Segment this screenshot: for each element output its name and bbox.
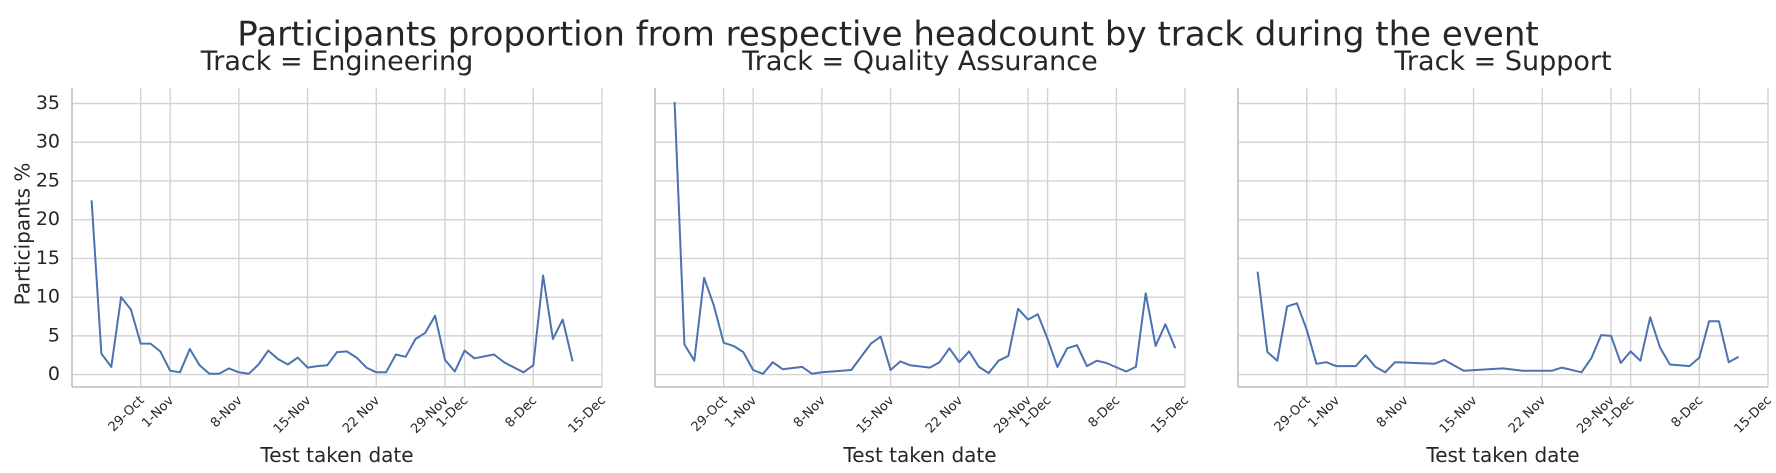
x-tick-label: 15-Nov [271,393,315,437]
x-tick-label: 8-Nov [1374,393,1412,431]
y-tick-label: 35 [36,92,60,114]
y-tick-label: 0 [48,363,60,385]
x-tick-label: 15-Dec [1731,393,1774,436]
y-tick-label: 5 [48,324,60,346]
x-tick-label: 29-Oct [689,393,731,435]
x-axis-label: Test taken date [1425,443,1579,467]
y-tick-label: 20 [36,208,60,230]
series-line [1256,271,1740,374]
panel-title: Track = Quality Assurance [741,46,1097,77]
series-line [673,101,1177,375]
panel-title: Track = Engineering [200,46,473,77]
facet-panels: Track = Engineering0510152025303529-Oct1… [36,46,1775,467]
x-tick-label: 8-Nov [791,393,829,431]
x-tick-label: 8-Dec [1086,393,1124,431]
x-tick-label: 15-Dec [565,393,608,436]
series-line [90,200,574,375]
x-tick-label: 22 Nov [923,393,966,436]
panel-title: Track = Support [1393,46,1611,77]
x-tick-label: 15-Nov [1437,393,1481,437]
y-tick-label: 30 [36,131,60,153]
x-tick-label: 22 Nov [1506,393,1549,436]
x-tick-label: 1-Nov [139,393,177,431]
x-axis-label: Test taken date [259,443,413,467]
x-tick-label: 1-Nov [1305,393,1343,431]
x-tick-label: 29-Oct [1272,393,1314,435]
x-axis-label: Test taken date [842,443,996,467]
y-tick-label: 10 [36,286,60,308]
x-tick-label: 8-Dec [503,393,541,431]
y-tick-label: 25 [36,169,60,191]
x-tick-label: 8-Nov [208,393,246,431]
x-tick-label: 29-Oct [106,393,148,435]
x-tick-label: 15-Nov [854,393,898,437]
x-tick-label: 15-Dec [1148,393,1191,436]
figure-title: Participants proportion from respective … [237,15,1538,55]
x-tick-label: 8-Dec [1669,393,1707,431]
y-tick-label: 15 [36,247,60,269]
x-tick-label: 22 Nov [340,393,383,436]
panel-0: Track = Engineering0510152025303529-Oct1… [36,46,609,467]
y-axis-label: Participants % [11,163,35,306]
x-tick-label: 1-Nov [722,393,760,431]
